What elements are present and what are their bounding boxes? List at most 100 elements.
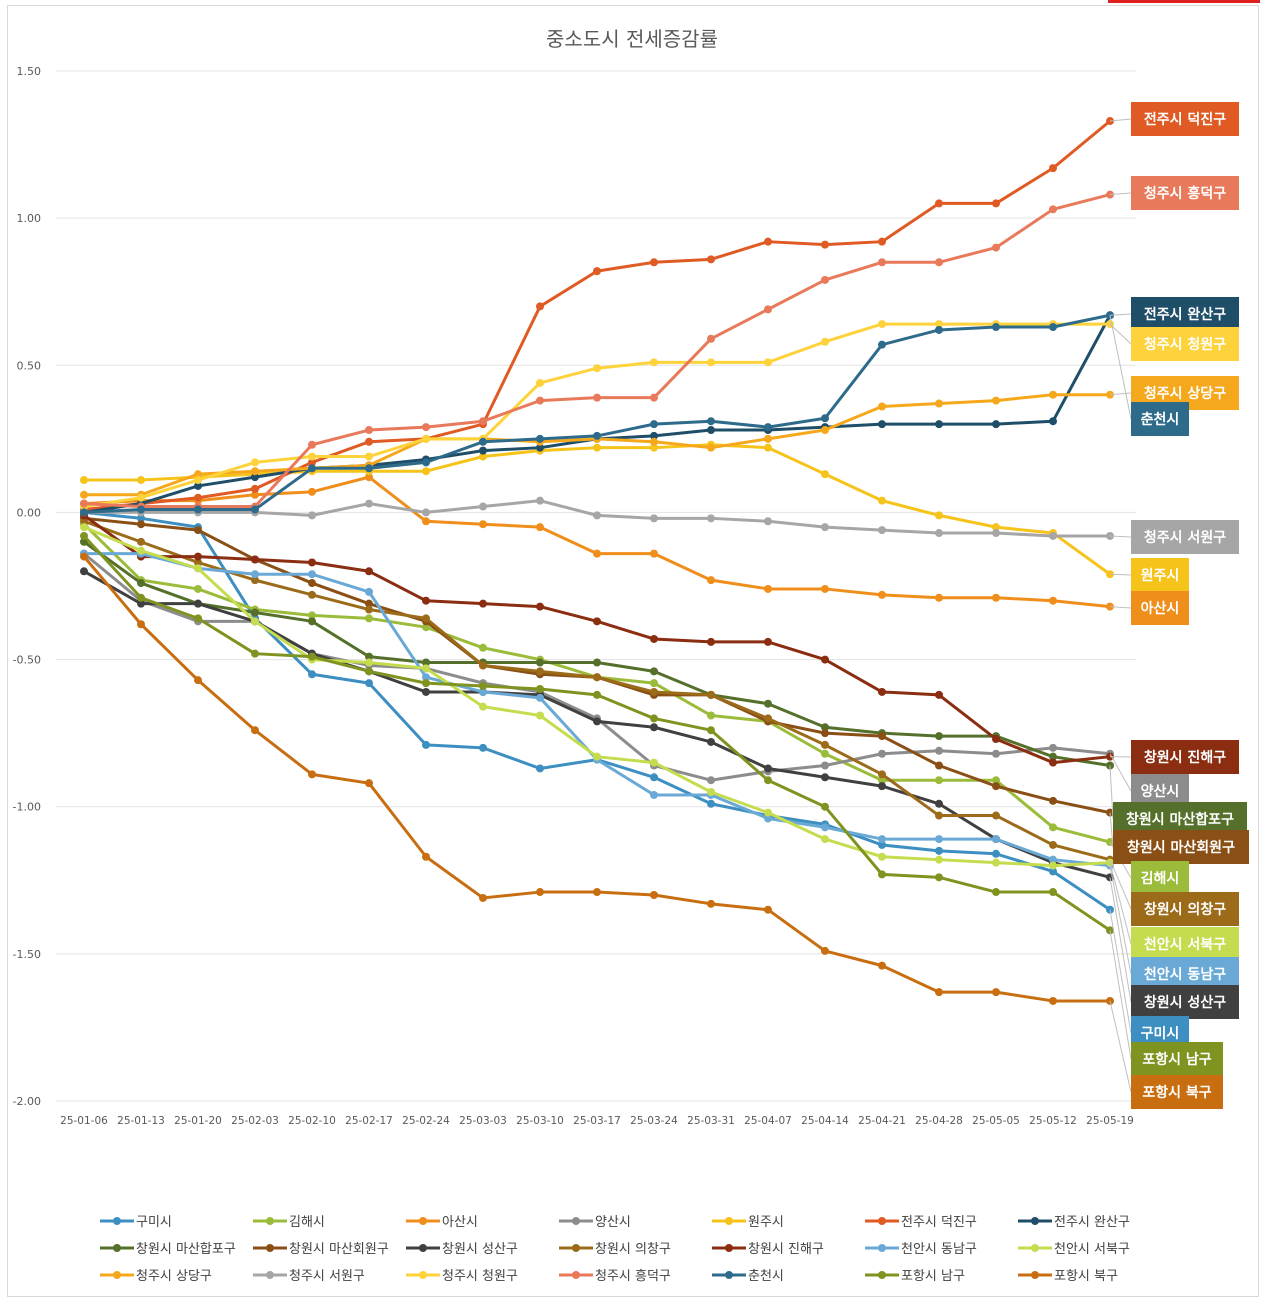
series-line <box>83 313 1111 514</box>
x-tick-label: 25-05-05 <box>972 1115 1020 1127</box>
data-point <box>365 614 373 623</box>
data-point <box>308 464 316 473</box>
data-point <box>194 476 202 485</box>
y-axis: 1.50 1.00 0.50 0.00 -0.50 -1.00 -1.50 -2.00 <box>13 65 41 1108</box>
end-label: 창원시 마산합포구 <box>1126 811 1234 828</box>
data-point <box>992 243 1000 252</box>
data-point <box>878 770 886 779</box>
y-tick-label: -1.00 <box>13 801 41 814</box>
data-point <box>650 891 658 899</box>
data-point <box>194 505 202 514</box>
data-point <box>80 552 88 561</box>
data-point <box>251 608 259 617</box>
data-point <box>1049 417 1057 426</box>
data-point <box>1049 752 1057 761</box>
label-connector <box>1109 606 1132 609</box>
data-point <box>137 599 145 608</box>
end-label-box <box>1113 830 1249 864</box>
data-point <box>878 687 886 696</box>
data-point <box>1049 996 1057 1005</box>
data-point <box>194 558 202 567</box>
data-point <box>422 687 430 696</box>
data-point <box>764 237 772 246</box>
data-point <box>935 873 943 882</box>
data-point <box>251 458 259 467</box>
data-point <box>536 602 544 611</box>
end-label: 청주시 흥덕구 <box>1144 185 1226 202</box>
series-천안시-서북구 <box>80 523 1114 870</box>
data-point <box>365 605 373 614</box>
data-point <box>308 770 316 779</box>
data-point <box>479 702 487 711</box>
data-point <box>992 811 1000 820</box>
data-point <box>194 481 202 490</box>
label-connector <box>1109 313 1132 316</box>
end-label-box <box>1131 1075 1223 1109</box>
data-point <box>707 576 715 585</box>
data-point <box>1049 796 1057 805</box>
data-point <box>764 905 772 914</box>
data-point <box>878 961 886 970</box>
data-point <box>80 476 88 485</box>
data-point <box>992 523 1000 532</box>
data-point <box>878 590 886 599</box>
data-point <box>935 199 943 208</box>
data-point <box>593 549 601 558</box>
series-창원시-성산구 <box>80 567 1114 882</box>
data-point <box>80 517 88 526</box>
data-point <box>251 617 259 626</box>
data-point <box>935 732 943 741</box>
data-point <box>935 799 943 808</box>
legend-marker <box>878 1244 886 1252</box>
data-point <box>365 599 373 608</box>
legend-marker <box>266 1244 274 1252</box>
y-tick-label: 0.00 <box>17 506 42 519</box>
data-point <box>992 888 1000 897</box>
data-point <box>365 426 373 435</box>
data-point <box>194 526 202 535</box>
label-connector <box>1109 118 1132 122</box>
data-point <box>536 693 544 702</box>
end-label-box <box>1131 176 1239 210</box>
series-아산시 <box>80 473 1114 611</box>
legend-label: 천안시 서북구 <box>1054 1242 1130 1257</box>
data-point <box>194 552 202 561</box>
data-point <box>80 531 88 540</box>
data-point <box>422 434 430 443</box>
data-point <box>650 773 658 782</box>
data-point <box>80 508 88 517</box>
data-point <box>137 620 145 629</box>
end-label-box <box>1131 927 1239 961</box>
data-point <box>821 946 829 955</box>
legend-marker <box>1031 1271 1039 1279</box>
legend-label: 전주시 완산구 <box>1054 1215 1130 1230</box>
data-point <box>650 514 658 523</box>
end-label-box <box>1131 558 1189 592</box>
data-point <box>650 437 658 446</box>
series-전주시-완산구 <box>80 311 1114 517</box>
data-point <box>251 649 259 658</box>
data-point <box>1049 205 1057 214</box>
series-포항시-북구 <box>80 552 1114 1005</box>
data-point <box>935 776 943 785</box>
end-label: 창원시 마산회원구 <box>1127 839 1235 856</box>
series-group <box>80 117 1114 1005</box>
legend-item: 천안시 동남구 <box>865 1242 977 1257</box>
data-point <box>935 855 943 864</box>
data-point <box>878 258 886 267</box>
data-point <box>251 467 259 476</box>
data-point <box>878 749 886 758</box>
end-label: 춘천시 <box>1141 412 1180 428</box>
data-point <box>479 502 487 511</box>
data-point <box>935 325 943 334</box>
data-point <box>821 240 829 249</box>
data-point <box>821 773 829 782</box>
legend-item: 전주시 완산구 <box>1018 1215 1130 1230</box>
data-point <box>878 870 886 879</box>
end-label: 포항시 북구 <box>1142 1084 1211 1101</box>
legend-marker <box>266 1271 274 1279</box>
legend-item: 청주시 청원구 <box>406 1269 518 1284</box>
end-label: 청주시 서원구 <box>1144 530 1226 546</box>
data-point <box>992 420 1000 429</box>
data-point <box>536 658 544 667</box>
